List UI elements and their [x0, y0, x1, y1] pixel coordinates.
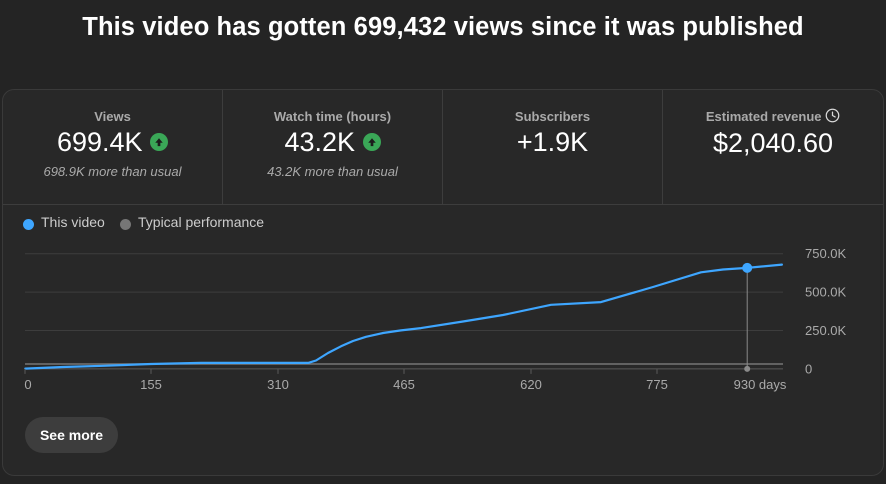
svg-text:620: 620	[520, 377, 542, 392]
svg-text:0: 0	[24, 377, 31, 392]
svg-text:775: 775	[646, 377, 668, 392]
svg-text:250.0K: 250.0K	[805, 323, 847, 338]
svg-text:310: 310	[267, 377, 289, 392]
svg-text:750.0K: 750.0K	[805, 246, 847, 261]
svg-text:155: 155	[140, 377, 162, 392]
svg-text:465: 465	[393, 377, 415, 392]
svg-text:930 days: 930 days	[734, 377, 787, 392]
svg-text:0: 0	[805, 362, 812, 377]
svg-text:500.0K: 500.0K	[805, 285, 847, 300]
